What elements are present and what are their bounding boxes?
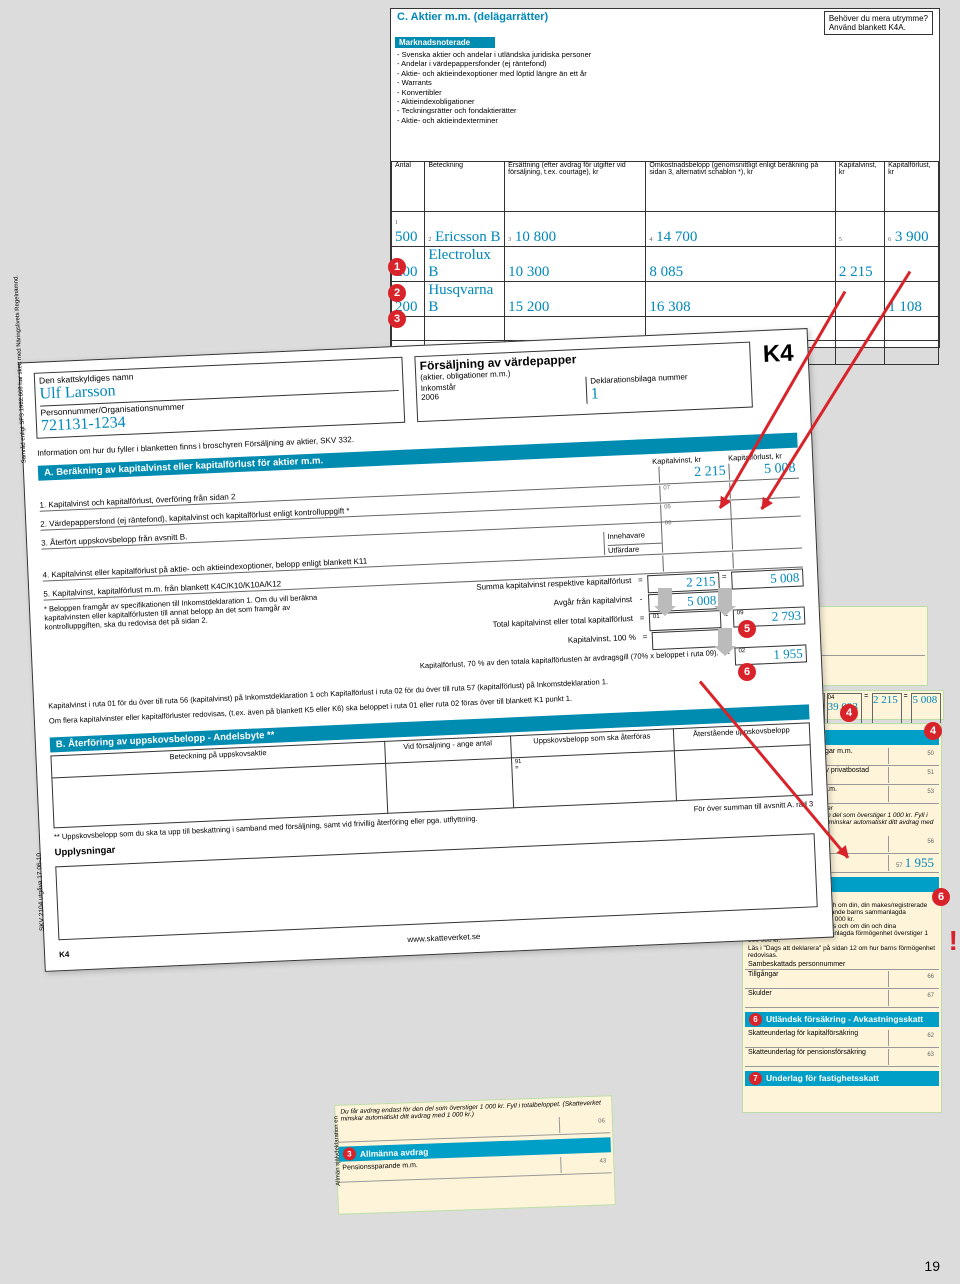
callout-4b: 4 xyxy=(924,722,942,740)
section-c-side-note: Behöver du mera utrymme? Använd blankett… xyxy=(824,11,933,35)
table-row: 200 Husqvarna B 15 200 16 308 1 108 xyxy=(392,282,939,317)
exclamation-icon: ! xyxy=(949,925,958,957)
section-c-bullets: - Svenska aktier och andelar i utländska… xyxy=(391,48,939,131)
callout-6b: 6 xyxy=(932,888,950,906)
callout-4: 4 xyxy=(840,704,858,722)
skv-code: SKV 2104 utgåva 17 06-10 xyxy=(36,853,46,931)
skatteverket-url: www.skatteverket.se xyxy=(407,932,480,944)
row-badge-3: 3 xyxy=(388,310,406,328)
section-c-title: C. Aktier m.m. (delägarrätter) xyxy=(397,11,548,35)
callout-6: 6 xyxy=(738,663,756,681)
table-row: 200 Electrolux B 10 300 8 085 2 215 xyxy=(392,247,939,282)
k4-side-text: Samråd enligt SFS 1982:668 har skett med… xyxy=(9,163,28,463)
note-star: * Beloppen framgår av specifikationen ti… xyxy=(44,592,328,695)
table-row: 1 500 2 Ericsson B 3 10 800 4 14 700 5 6… xyxy=(392,212,939,247)
fastighet-header: 7 Underlag för fastighetsskatt xyxy=(745,1071,939,1086)
badge-6-icon: 6 xyxy=(749,1013,762,1026)
row-badge-1: 1 xyxy=(388,258,406,276)
yellow-bottom-panel: Allmän självdeklaration en Du får avdrag… xyxy=(334,1095,616,1215)
badge-7-icon: 7 xyxy=(749,1072,762,1085)
section-c-panel: C. Aktier m.m. (delägarrätter) Behöver d… xyxy=(390,8,940,348)
row-badge-2: 2 xyxy=(388,284,406,302)
marknads-label: Marknadsnoterade xyxy=(395,37,495,48)
grey-arrow-icon xyxy=(718,588,732,606)
utlandsk-header: 6 Utländsk försäkring - Avkastningsskatt xyxy=(745,1012,939,1027)
grey-arrow-icon xyxy=(658,588,672,606)
page-number: 19 xyxy=(924,1258,940,1274)
k4-panel: Samråd enligt SFS 1982:668 har skett med… xyxy=(18,328,834,972)
grey-arrow-icon xyxy=(718,628,732,646)
k4-logo: K4 xyxy=(762,340,796,407)
badge-3-icon: 3 xyxy=(343,1147,356,1160)
callout-5: 5 xyxy=(738,620,756,638)
